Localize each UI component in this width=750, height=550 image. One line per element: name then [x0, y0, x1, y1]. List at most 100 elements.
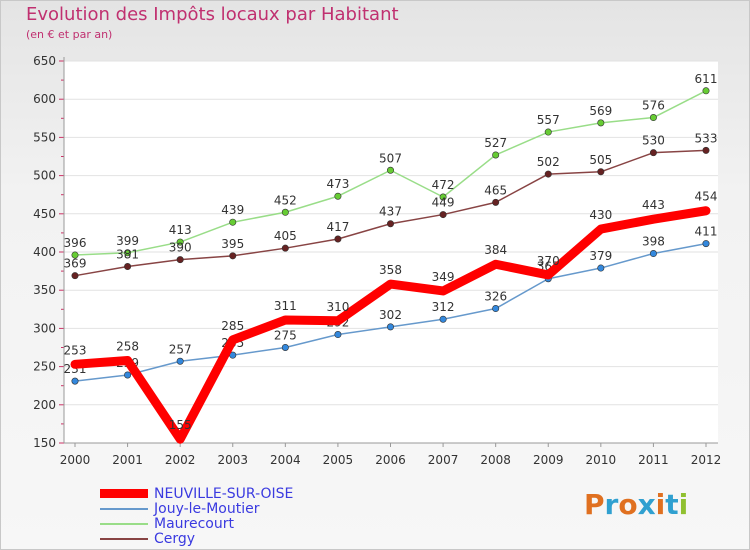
data-point [702, 87, 710, 95]
logo-letter: o [618, 488, 638, 521]
x-tick-label: 2002 [165, 453, 196, 467]
data-label: 302 [379, 308, 402, 322]
data-point [649, 250, 657, 258]
y-tick-label: 400 [33, 245, 56, 259]
data-label: 413 [169, 223, 192, 237]
logo-letter: x [637, 488, 656, 521]
data-label: 311 [274, 299, 297, 313]
data-label: 437 [379, 205, 402, 219]
y-tick-label: 550 [33, 130, 56, 144]
y-tick-label: 200 [33, 398, 56, 412]
data-label: 326 [484, 290, 507, 304]
data-label: 310 [326, 300, 349, 314]
y-tick-label: 650 [33, 54, 56, 68]
y-tick-label: 150 [33, 436, 56, 450]
data-point [281, 343, 289, 351]
data-point [71, 251, 79, 259]
y-tick-label: 250 [33, 360, 56, 374]
data-point [492, 198, 500, 206]
data-label: 369 [64, 257, 87, 271]
data-point [386, 323, 394, 331]
data-point [334, 235, 342, 243]
data-point [71, 377, 79, 385]
data-label: 576 [642, 99, 665, 113]
data-label: 405 [274, 229, 297, 243]
legend-label: Jouy-le-Moutier [154, 500, 260, 517]
x-tick-label: 2012 [691, 453, 722, 467]
x-tick-label: 2003 [217, 453, 248, 467]
proxiti-logo: Proxiti [584, 488, 688, 521]
chart-title: Evolution des Impôts locaux par Habitant [26, 4, 399, 25]
y-tick-label: 300 [33, 321, 56, 335]
data-label: 611 [695, 72, 718, 86]
data-point [386, 166, 394, 174]
data-point [597, 119, 605, 127]
data-point [544, 128, 552, 136]
data-point [281, 208, 289, 216]
logo-letter: t [665, 488, 679, 521]
data-label: 395 [221, 237, 244, 251]
data-point [386, 220, 394, 228]
data-point [124, 249, 132, 257]
data-label: 258 [116, 339, 139, 353]
data-label: 381 [116, 248, 139, 262]
data-point [544, 170, 552, 178]
data-label: 155 [169, 418, 192, 432]
data-label: 349 [432, 270, 455, 284]
legend-label: Cergy [154, 530, 196, 547]
data-point [649, 114, 657, 122]
x-tick-label: 2004 [270, 453, 301, 467]
legend-swatch [100, 507, 148, 510]
data-label: 472 [432, 178, 455, 192]
data-label: 439 [221, 203, 244, 217]
legend-item: NEUVILLE-SUR-OISE [100, 486, 293, 502]
legend-swatch [100, 522, 148, 525]
data-point [176, 238, 184, 246]
data-label: 370 [537, 254, 560, 268]
data-label: 465 [484, 183, 507, 197]
data-label: 443 [642, 198, 665, 212]
logo-letter: r [604, 488, 619, 521]
data-label: 505 [589, 153, 612, 167]
data-label: 569 [589, 104, 612, 118]
data-point [439, 315, 447, 323]
logo-letter: i [678, 488, 689, 521]
data-label: 257 [169, 342, 192, 356]
y-tick-label: 500 [33, 169, 56, 183]
data-point [492, 305, 500, 313]
data-label: 473 [326, 177, 349, 191]
data-label: 533 [695, 131, 718, 145]
data-label: 411 [695, 225, 718, 239]
data-label: 398 [642, 235, 665, 249]
legend-item: Cergy [100, 530, 293, 547]
legend-swatch [100, 537, 148, 540]
data-label: 417 [326, 220, 349, 234]
data-point [176, 256, 184, 264]
data-point [334, 331, 342, 339]
y-tick-label: 600 [33, 92, 56, 106]
data-label: 507 [379, 151, 402, 165]
x-tick-label: 2001 [112, 453, 143, 467]
data-label: 275 [274, 329, 297, 343]
data-point [702, 146, 710, 154]
data-point [229, 252, 237, 260]
logo-letter: i [655, 488, 666, 521]
x-tick-label: 2005 [323, 453, 354, 467]
data-point [597, 264, 605, 272]
data-label: 452 [274, 193, 297, 207]
data-label: 384 [484, 243, 507, 257]
y-tick-label: 350 [33, 283, 56, 297]
x-tick-label: 2009 [533, 453, 564, 467]
data-point [702, 240, 710, 248]
data-label: 530 [642, 134, 665, 148]
x-tick-label: 2000 [60, 453, 91, 467]
data-point [649, 149, 657, 157]
x-tick-label: 2010 [586, 453, 617, 467]
x-tick-label: 2006 [375, 453, 406, 467]
data-point [281, 244, 289, 252]
legend-item: Maurecourt [100, 516, 293, 532]
data-label: 527 [484, 136, 507, 150]
data-label: 399 [116, 234, 139, 248]
data-point [176, 357, 184, 365]
logo-letter: P [584, 488, 605, 521]
